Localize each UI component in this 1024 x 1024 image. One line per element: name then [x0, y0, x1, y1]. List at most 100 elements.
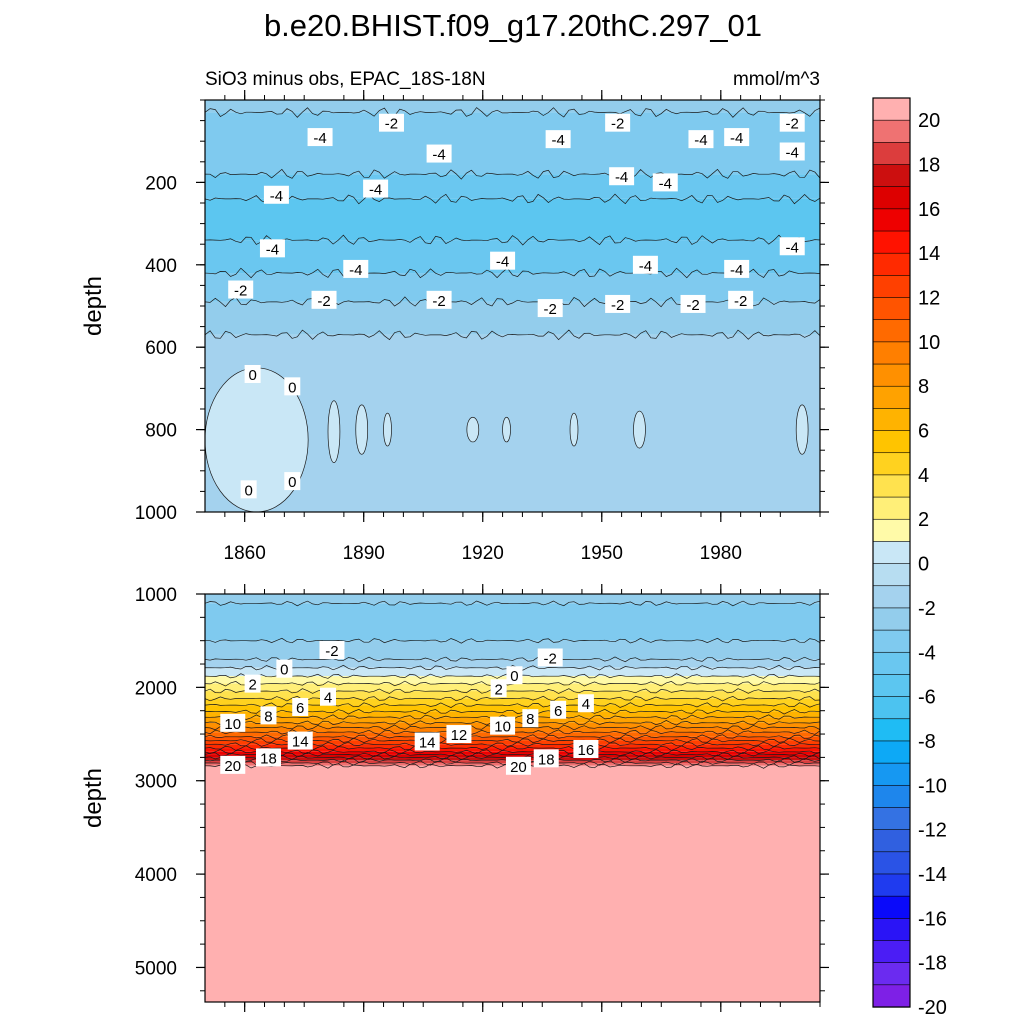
colorbar-swatch	[872, 696, 911, 720]
depth-band	[205, 640, 820, 660]
contour-label-text: 12	[451, 727, 468, 744]
x-tick-label: 1980	[700, 543, 742, 564]
contour-label-text: 8	[264, 708, 272, 725]
contour-line	[205, 748, 820, 755]
contour-label-text: -4	[432, 147, 445, 164]
contour-label: 16	[573, 739, 599, 759]
contour-label-text: 20	[510, 759, 527, 776]
colorbar-swatch	[872, 452, 911, 476]
colorbar-swatch	[872, 585, 911, 609]
contour-label: 18	[533, 749, 559, 768]
contour-label-text: -2	[686, 297, 699, 314]
depth-band	[205, 174, 820, 199]
contour-label: -4	[490, 251, 516, 271]
contour-label-text: 4	[324, 690, 332, 707]
contour-label: -4	[724, 259, 750, 279]
y-tick-label: 800	[145, 421, 177, 442]
positive-anomaly-patch	[383, 412, 392, 447]
contour-label: 2	[244, 674, 261, 694]
y-tick-label: 4000	[135, 865, 177, 886]
depth-band	[205, 754, 820, 758]
colorbar-swatch	[872, 186, 911, 210]
colorbar-swatch	[872, 940, 911, 964]
contour-label-text: 14	[292, 734, 309, 751]
contour-label-text: 18	[538, 751, 555, 768]
colorbar-tick-label: 20	[918, 110, 940, 132]
colorbar-swatch	[872, 208, 911, 232]
colorbar-swatch	[872, 918, 911, 942]
contour-label-text: 0	[288, 474, 296, 491]
colorbar-swatch	[872, 297, 911, 321]
colorbar-tick-label: -2	[918, 598, 936, 620]
depth-band	[205, 705, 820, 712]
contour-line	[205, 267, 820, 279]
colorbar-swatch	[872, 541, 911, 565]
contour-label-text: 2	[494, 681, 502, 698]
positive-anomaly-patch	[355, 404, 369, 455]
colorbar-tick-label: 0	[918, 554, 929, 576]
colorbar-tick-label: 4	[918, 465, 929, 487]
contour-line	[205, 329, 820, 341]
lower-y-axis-label: depth	[80, 768, 107, 828]
positive-anomaly-patch	[633, 410, 646, 449]
x-tick-label: 1860	[224, 543, 266, 564]
colorbar-swatch	[872, 629, 911, 653]
colorbar-swatch	[872, 252, 911, 276]
contour-line	[205, 664, 820, 671]
colorbar-swatch	[872, 829, 911, 853]
contour-label: -2	[605, 294, 631, 314]
colorbar-swatch	[872, 341, 911, 365]
contour-label-text: -4	[369, 182, 382, 199]
contour-label-text: 16	[578, 742, 595, 759]
contour-label-text: -2	[611, 116, 624, 133]
contour-label: -2	[228, 280, 254, 300]
contour-label: -4	[779, 237, 805, 256]
contour-line	[205, 296, 820, 308]
contour-label: 8	[260, 706, 277, 725]
contour-label: 20	[220, 755, 246, 775]
colorbar-tick-label: -10	[918, 775, 947, 797]
contour-label-text: -2	[317, 293, 330, 310]
contour-label-text: -2	[432, 293, 445, 310]
contour-label-text: -4	[659, 175, 672, 192]
colorbar-swatch	[872, 275, 911, 299]
contour-label: -2	[537, 299, 563, 318]
depth-band	[205, 698, 820, 706]
y-tick-label: 600	[145, 338, 177, 359]
colorbar-swatch	[872, 762, 911, 786]
colorbar-tick-label: 8	[918, 376, 929, 398]
contour-label: 8	[522, 709, 539, 728]
x-tick-label: 1890	[343, 543, 385, 564]
contour-label-text: -4	[313, 130, 326, 147]
contour-label: 4	[320, 687, 336, 707]
depth-band	[205, 100, 820, 113]
figure-title: b.e20.BHIST.f09_g17.20thC.297_01	[264, 8, 762, 43]
contour-line	[205, 107, 820, 118]
positive-anomaly-patch	[327, 400, 341, 463]
contour-line	[205, 193, 820, 205]
contour-label: -4	[652, 173, 678, 192]
positive-anomaly-patch	[795, 404, 809, 455]
colorbar-swatch	[872, 563, 911, 587]
contour-label: -4	[609, 167, 635, 186]
colorbar-swatch	[872, 119, 911, 143]
contour-label-text: 6	[296, 700, 304, 717]
y-tick-label: 400	[145, 256, 177, 277]
colorbar-swatch	[872, 984, 911, 1008]
x-tick-label: 1950	[581, 543, 623, 564]
contour-label: -4	[259, 239, 285, 258]
contour-label: 14	[287, 731, 313, 751]
figure-subtitle: SiO3 minus obs, EPAC_18S-18N	[205, 69, 486, 90]
y-tick-label: 5000	[135, 958, 177, 979]
contour-label-text: -2	[544, 301, 557, 318]
contour-label-text: -4	[496, 254, 509, 271]
contour-label: -4	[426, 144, 452, 164]
colorbar-swatch	[872, 408, 911, 432]
colorbar-swatch	[872, 142, 911, 166]
contour-line	[205, 600, 820, 607]
contour-label: 2	[490, 679, 507, 698]
contour-label-text: -4	[730, 262, 743, 279]
colorbar-swatch	[872, 319, 911, 343]
contour-label: 12	[446, 725, 472, 744]
colorbar-swatch	[872, 718, 911, 742]
